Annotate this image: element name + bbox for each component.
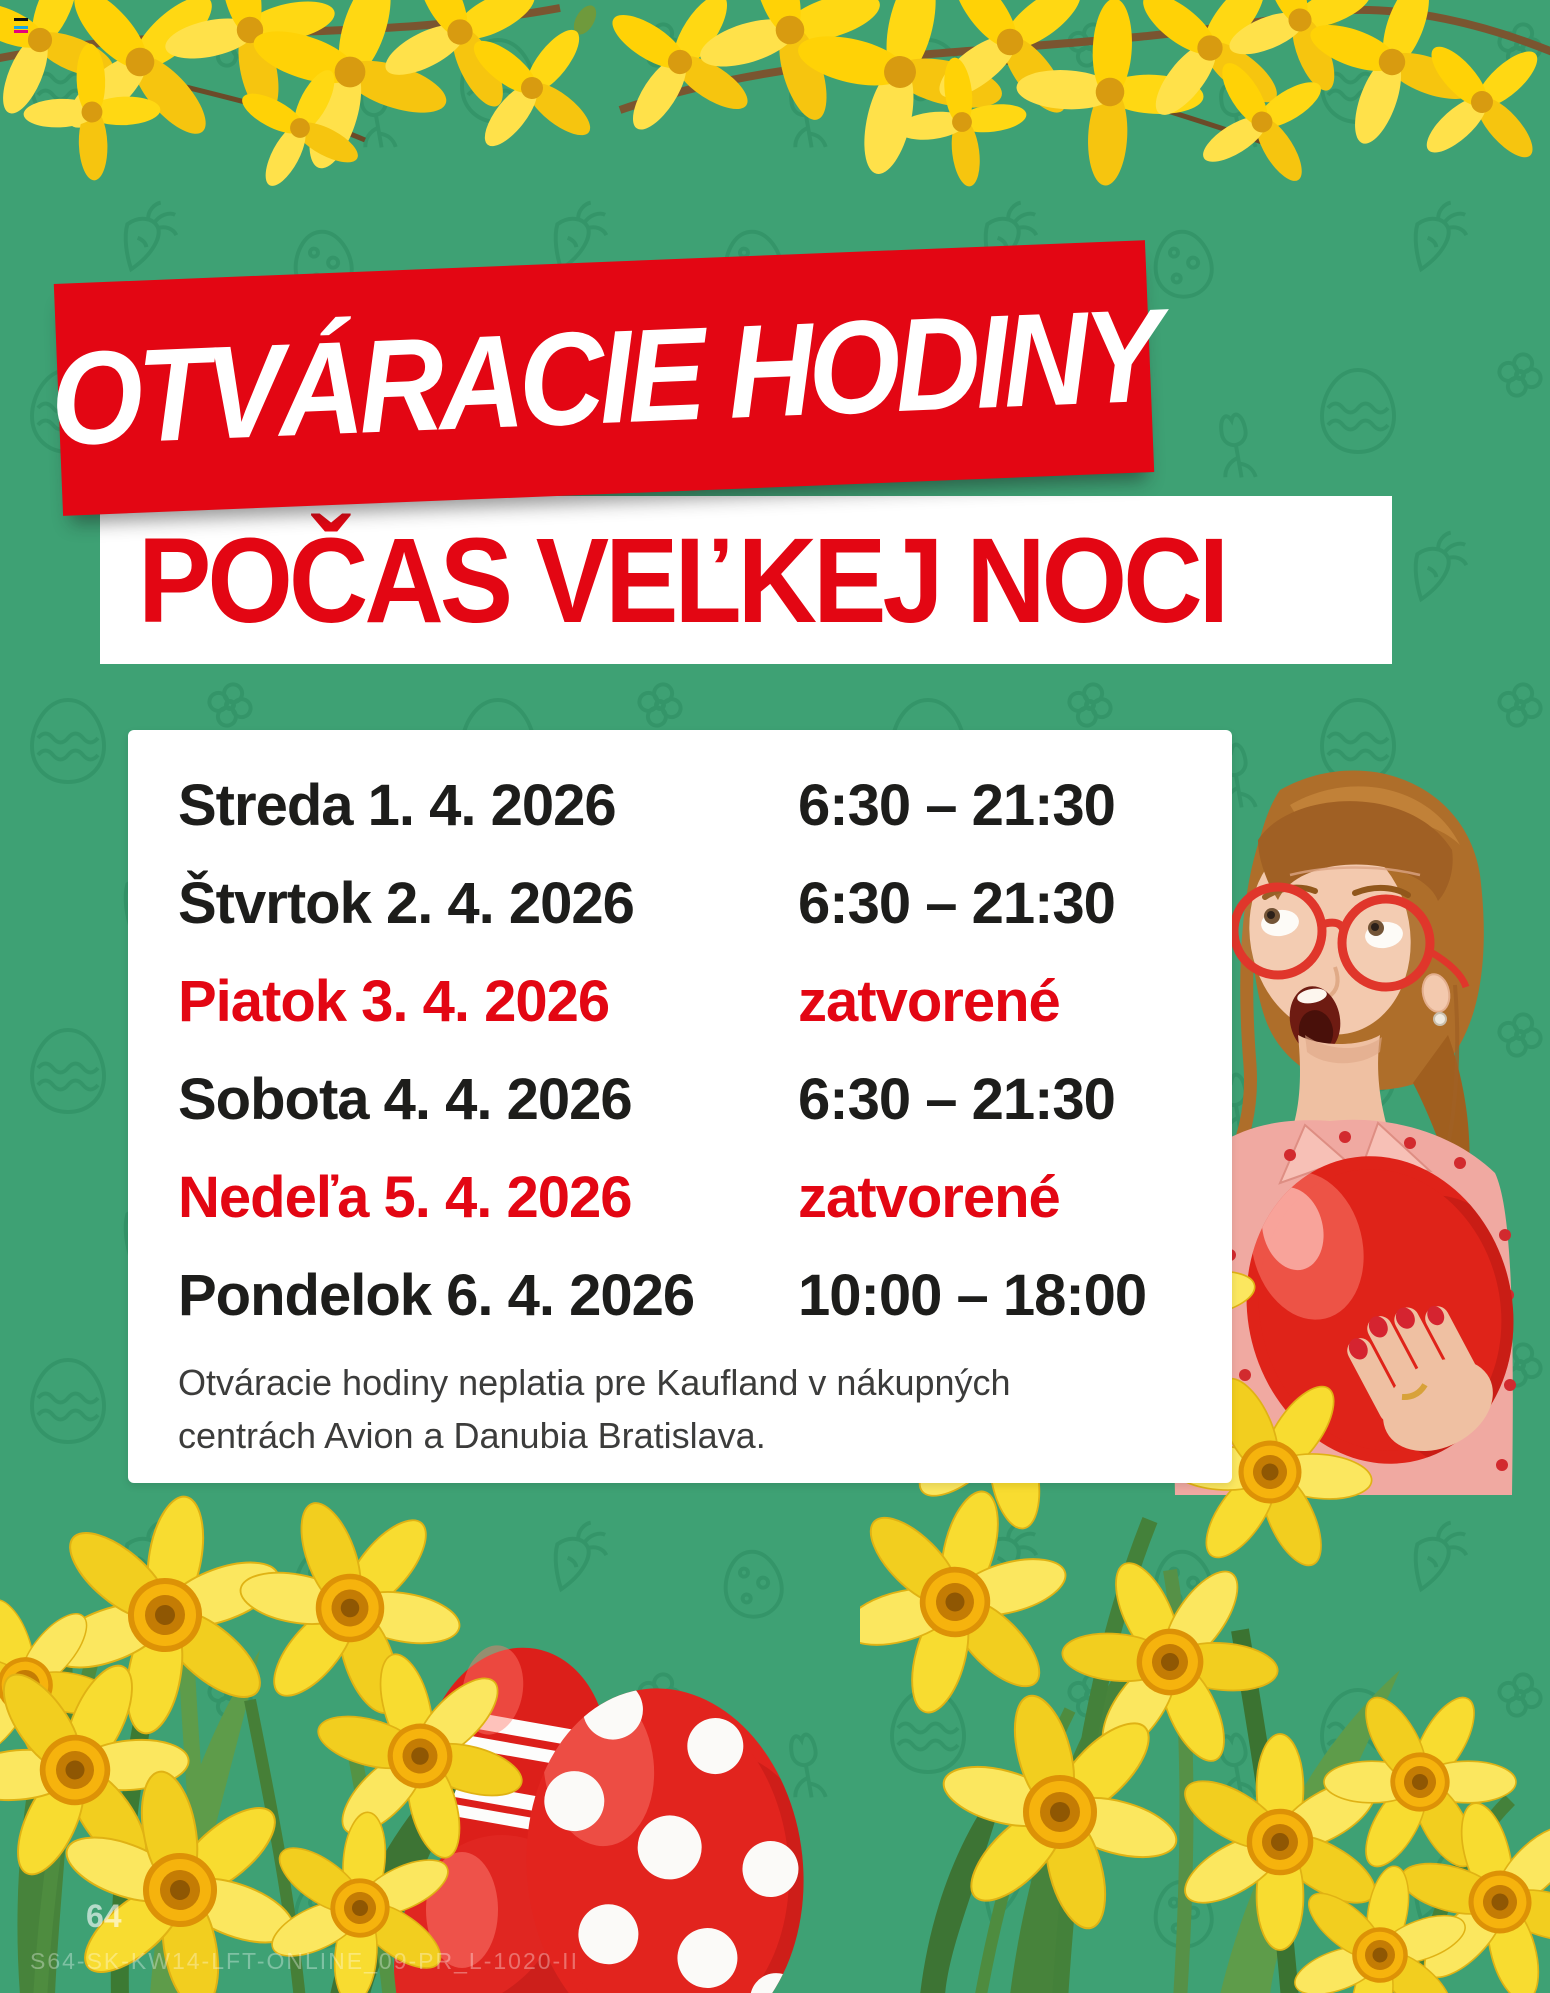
headline-subtitle: POČAS VEĽKEJ NOCI [138,512,1229,648]
schedule-day: Štvrtok 2. 4. 2026 [178,870,635,936]
print-registration-mark [14,18,28,34]
schedule-row: Piatok 3. 4. 2026 zatvorené [128,952,1232,1050]
schedule-row: Sobota 4. 4. 2026 6:30 – 21:30 [128,1050,1232,1148]
woman-with-red-glasses-photo [1174,770,1546,1495]
schedule-day: Pondelok 6. 4. 2026 [178,1262,695,1328]
headline-title: OTVÁRACIE HODINY [48,281,1160,475]
opening-hours-card: Streda 1. 4. 2026 6:30 – 21:30 Štvrtok 2… [128,730,1232,1483]
schedule-day: Piatok 3. 4. 2026 [178,968,610,1034]
schedule-time: 6:30 – 21:30 [798,870,1116,936]
daffodil-flowers-left [0,1480,560,1993]
forsythia-branch-decoration [0,0,1550,215]
schedule-note: Otváracie hodiny neplatia pre Kaufland v… [178,1362,1011,1457]
subtitle-banner: POČAS VEĽKEJ NOCI [100,496,1392,664]
daffodil-flowers-right [860,1190,1550,1993]
schedule-time: 6:30 – 21:30 [798,772,1116,838]
schedule-time: zatvorené [798,1164,1061,1230]
schedule-row: Streda 1. 4. 2026 6:30 – 21:30 [128,756,1232,854]
headline-banner: OTVÁRACIE HODINY [48,240,1160,516]
print-code: S64-SK-KW14-LFT-ONLINE_09-PR_L-1020-II [30,1948,579,1974]
schedule-time: 10:00 – 18:00 [798,1262,1147,1328]
schedule-row: Pondelok 6. 4. 2026 10:00 – 18:00 [128,1246,1232,1344]
schedule-time: 6:30 – 21:30 [798,1066,1116,1132]
hand-holding-egg [1347,1306,1493,1452]
page-number: 64 [86,1898,122,1934]
schedule-rows: Streda 1. 4. 2026 6:30 – 21:30 Štvrtok 2… [128,756,1232,1344]
schedule-time: zatvorené [798,968,1061,1034]
schedule-row: Štvrtok 2. 4. 2026 6:30 – 21:30 [128,854,1232,952]
schedule-day: Streda 1. 4. 2026 [178,772,617,838]
schedule-row: Nedeľa 5. 4. 2026 zatvorené [128,1148,1232,1246]
schedule-day: Sobota 4. 4. 2026 [178,1066,633,1132]
schedule-day: Nedeľa 5. 4. 2026 [178,1164,633,1230]
